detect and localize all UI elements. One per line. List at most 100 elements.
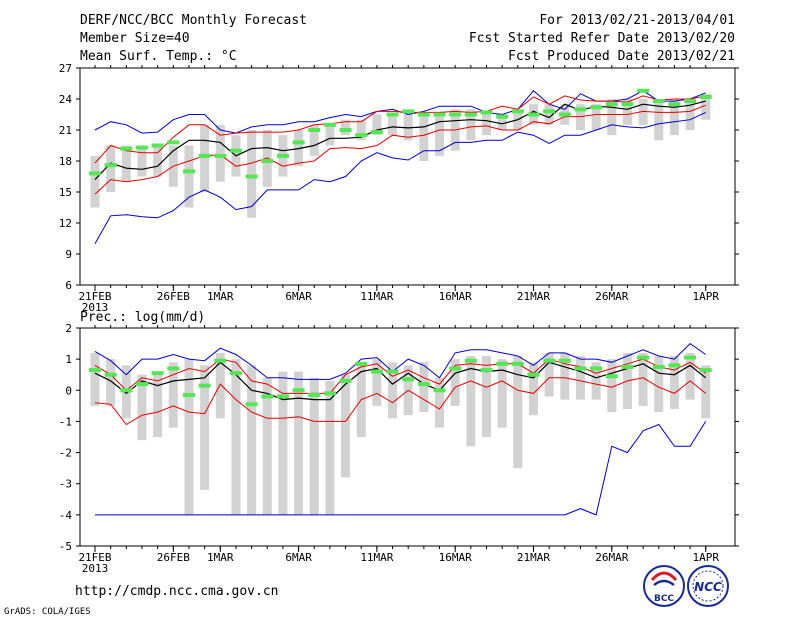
spread-bar — [685, 352, 695, 400]
spread-bar — [231, 359, 241, 515]
median-marker — [339, 378, 352, 383]
y-tick-label: 27 — [59, 62, 72, 75]
median-marker — [89, 171, 101, 176]
x-tick-label: 6MAR — [285, 290, 312, 303]
spread-bar — [309, 124, 319, 156]
median-marker — [699, 368, 712, 373]
y-tick-label: -4 — [59, 509, 73, 522]
median-marker — [511, 361, 524, 366]
median-marker — [276, 394, 289, 399]
y-tick-label: 0 — [65, 384, 72, 397]
header-produced-date: Fcst Produced Date 2013/02/21 — [508, 49, 735, 64]
spread-bar — [372, 114, 382, 136]
ncc-logo: NCC — [687, 565, 729, 607]
spread-bar — [591, 362, 601, 400]
median-marker — [245, 402, 258, 407]
x-tick-label: 1MAR — [207, 551, 234, 564]
y-tick-label: 2 — [65, 322, 72, 335]
bcc-logo-text: BCC — [654, 594, 674, 604]
median-marker — [417, 112, 430, 117]
temperature-panel: 6 9 12 15 18 21 24 27 21FEB 26FEB 1MAR 6MAR 11MAR 16M… — [59, 62, 739, 314]
median-marker — [167, 140, 180, 145]
spread-bar — [325, 124, 335, 146]
spread-bar — [372, 359, 382, 406]
median-marker — [637, 88, 650, 93]
median-marker — [590, 105, 603, 110]
spread-bar — [137, 374, 147, 441]
median-marker — [621, 364, 634, 369]
spread-bar — [575, 356, 585, 400]
bcc-logo: BCC — [643, 565, 685, 607]
header-period: For 2013/02/21-2013/04/01 — [539, 13, 735, 28]
x-tick-label: 21FEB — [78, 551, 111, 564]
median-marker — [261, 394, 274, 399]
median-marker — [323, 122, 336, 127]
median-marker — [120, 146, 133, 151]
spread-bar — [294, 371, 304, 515]
median-marker — [684, 99, 697, 104]
median-marker — [543, 358, 556, 363]
median-marker — [104, 163, 117, 168]
median-marker — [433, 388, 446, 393]
median-marker — [182, 169, 195, 174]
x-year-label: 2013 — [82, 301, 109, 314]
median-marker — [652, 99, 665, 104]
median-marker — [543, 109, 556, 114]
median-marker — [558, 112, 571, 117]
spread-bar — [168, 362, 178, 428]
spread-bar — [544, 352, 554, 397]
median-marker — [89, 368, 101, 373]
x-tick-label: 21MAR — [517, 290, 550, 303]
spread-bar — [669, 99, 679, 136]
median-marker — [135, 382, 148, 387]
ncc-logo-text: NCC — [694, 580, 722, 594]
median-marker — [605, 102, 618, 107]
spread-bar — [184, 145, 194, 208]
y-tick-label: -3 — [59, 478, 72, 491]
std-lower-line — [94, 377, 707, 426]
spread-bar — [638, 352, 648, 406]
spread-bar — [560, 352, 570, 400]
median-marker — [480, 110, 493, 115]
spread-bar — [309, 377, 319, 515]
spread-bar — [591, 104, 601, 130]
footer-url[interactable]: http://cmdp.ncc.cma.gov.cn — [75, 584, 279, 599]
x-tick-label: 16MAR — [439, 551, 472, 564]
y-tick-label: 12 — [59, 217, 72, 230]
spread-bar — [200, 124, 210, 192]
median-marker — [120, 388, 133, 393]
y-tick-label: 21 — [59, 124, 72, 137]
median-marker — [182, 392, 195, 397]
spread-bar — [388, 362, 398, 419]
median-marker — [198, 383, 211, 388]
spread-bar — [341, 374, 351, 478]
spread-bar — [388, 114, 398, 136]
median-marker — [527, 112, 540, 117]
median-marker — [386, 112, 399, 117]
y-tick-label: 6 — [65, 279, 72, 292]
y-tick-label: 15 — [59, 186, 72, 199]
spread-bar — [247, 365, 257, 515]
median-marker — [167, 366, 180, 371]
median-marker — [621, 102, 634, 107]
spread-bar — [278, 371, 288, 515]
median-marker — [370, 369, 383, 374]
std-upper-line — [94, 358, 706, 394]
y-tick-label: 1 — [65, 353, 72, 366]
spread-bar — [701, 93, 711, 120]
median-marker — [261, 159, 274, 163]
ensemble-mean-line — [94, 361, 707, 401]
x-tick-label: 1APR — [692, 290, 719, 303]
y-tick-label: -2 — [59, 447, 72, 460]
spread-bar — [247, 130, 257, 218]
median-marker — [292, 140, 305, 145]
y-tick-label: -5 — [59, 540, 72, 553]
spread-bar — [106, 145, 116, 192]
median-marker — [574, 366, 587, 371]
median-marker — [386, 369, 399, 374]
spread-bar — [544, 104, 554, 125]
plot-frame — [79, 67, 736, 286]
x-tick-label: 26MAR — [595, 551, 628, 564]
median-marker — [214, 358, 227, 363]
median-marker — [229, 148, 242, 153]
